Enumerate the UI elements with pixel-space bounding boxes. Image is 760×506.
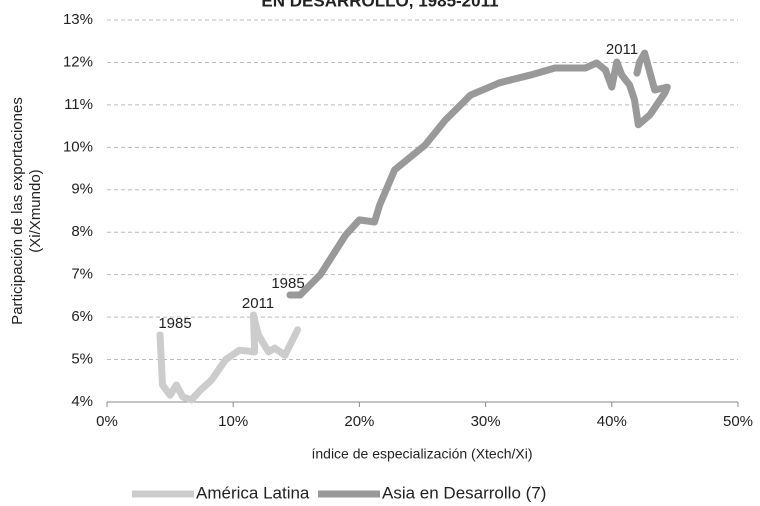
y-axis-label-line: Participación de las exportaciones <box>9 97 26 325</box>
y-tick-label: 8% <box>71 223 93 240</box>
y-tick-label: 6% <box>71 308 93 325</box>
annotation: 2011 <box>606 41 638 58</box>
x-tick-label: 20% <box>344 413 374 430</box>
y-tick-label: 10% <box>63 138 93 155</box>
y-tick-label: 13% <box>63 11 93 28</box>
series-line <box>286 49 671 299</box>
y-tick-label: 11% <box>64 96 93 113</box>
y-tick-label: 9% <box>71 181 93 198</box>
x-tick-label: 30% <box>471 413 501 430</box>
y-tick-label: 7% <box>71 266 93 283</box>
x-tick-label: 40% <box>597 413 627 430</box>
y-tick-label: 4% <box>71 393 93 410</box>
annotation: 2011 <box>242 295 274 312</box>
x-axis-label: índice de especialización (Xtech/Xi) <box>311 446 532 462</box>
y-axis-label-line: (Xi/Xmundo) <box>27 169 44 252</box>
y-axis-label: Participación de las exportaciones (Xi/X… <box>9 97 44 325</box>
x-tick-label: 0% <box>96 413 118 430</box>
y-tick-label: 5% <box>71 351 93 368</box>
legend-label: América Latina <box>196 483 310 502</box>
y-tick-label: 12% <box>63 53 93 70</box>
series-line <box>156 311 302 404</box>
chart-title: EN DESARROLLO, 1985-2011 <box>261 0 498 10</box>
x-tick-label: 50% <box>723 413 753 430</box>
annotation: 1985 <box>271 275 304 292</box>
annotation: 1985 <box>158 315 191 332</box>
legend-label: Asia en Desarrollo (7) <box>382 483 546 502</box>
x-tick-label: 10% <box>218 413 248 430</box>
